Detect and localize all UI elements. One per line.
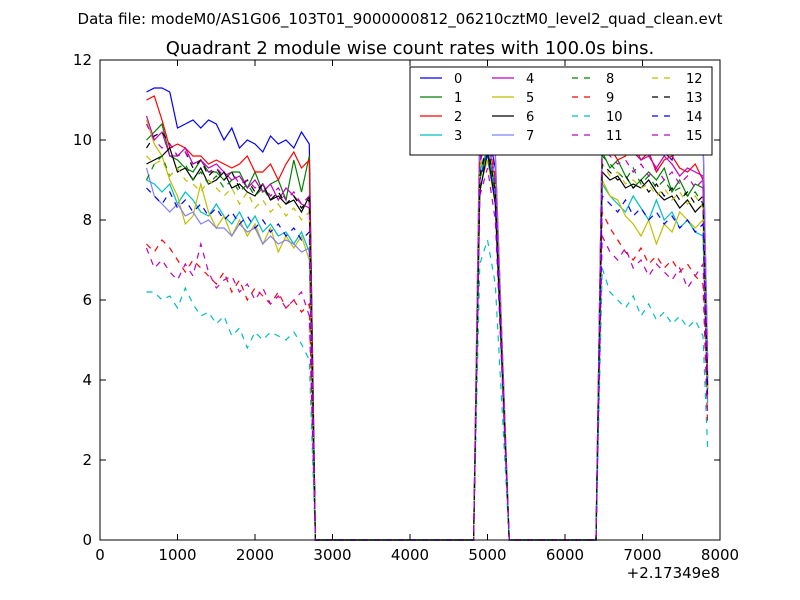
- chart-title: Quadrant 2 module wise count rates with …: [166, 38, 655, 59]
- series-line-13: [145, 131, 709, 541]
- y-tick-label: 12: [73, 51, 92, 69]
- y-tick-label: 6: [82, 291, 92, 309]
- legend-label-0: 0: [454, 72, 462, 87]
- y-tick-label: 10: [73, 131, 92, 149]
- legend-box: [409, 66, 713, 156]
- legend-label-2: 2: [454, 110, 462, 125]
- plot-lines: [145, 87, 709, 541]
- legend-label-5: 5: [526, 91, 534, 106]
- legend-label-11: 11: [606, 129, 623, 144]
- series-line-4: [145, 115, 709, 541]
- legend-label-10: 10: [606, 110, 623, 125]
- x-tick-label: 8000: [701, 546, 739, 564]
- x-tick-label: 4000: [391, 546, 429, 564]
- series-line-14: [146, 155, 709, 541]
- series-line-12: [146, 139, 709, 541]
- x-tick-label: 1000: [158, 546, 196, 564]
- series-line-5: [145, 119, 709, 541]
- x-tick-label: 7000: [623, 546, 661, 564]
- x-offset-label: +2.17349e8: [627, 564, 720, 582]
- series-line-15: [145, 123, 709, 541]
- y-tick-label: 4: [82, 371, 92, 389]
- legend-label-3: 3: [454, 129, 462, 144]
- figure-suptitle: Data file: modeM0/AS1G06_103T01_90000008…: [78, 10, 723, 29]
- legend-label-14: 14: [686, 110, 703, 125]
- x-tick-label: 0: [95, 546, 105, 564]
- legend-label-4: 4: [526, 72, 534, 87]
- y-tick-label: 0: [82, 531, 92, 549]
- x-tick-label: 2000: [236, 546, 274, 564]
- series-line-2: [146, 95, 709, 541]
- x-tick-label: 3000: [313, 546, 351, 564]
- legend-label-7: 7: [526, 129, 534, 144]
- series-line-3: [146, 147, 709, 541]
- series-line-10: [146, 239, 709, 541]
- x-tick-label: 6000: [546, 546, 584, 564]
- series-line-7: [145, 87, 709, 541]
- y-tick-label: 8: [82, 211, 92, 229]
- legend-label-15: 15: [686, 129, 703, 144]
- y-tick-label: 2: [82, 451, 92, 469]
- series-line-11: [145, 167, 709, 541]
- legend-label-8: 8: [606, 72, 614, 87]
- x-tick-label: 5000: [468, 546, 506, 564]
- legend-label-12: 12: [686, 72, 703, 87]
- legend-label-1: 1: [454, 91, 462, 106]
- series-line-6: [146, 146, 709, 541]
- axis-ticks: 0 1000 2000 3000 4000 5000 6000 7000 80000246810…: [73, 51, 739, 564]
- series-line-0: [146, 87, 709, 541]
- legend-label-13: 13: [686, 91, 703, 106]
- legend-label-9: 9: [606, 91, 614, 106]
- legend-label-6: 6: [526, 110, 534, 125]
